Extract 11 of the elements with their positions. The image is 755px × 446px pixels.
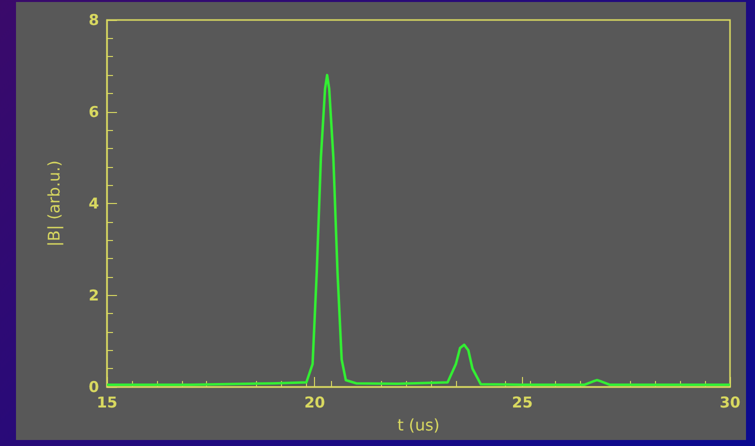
y-tick-label: 8 [88, 11, 99, 29]
x-tick-label: 30 [720, 394, 740, 412]
x-tick-label: 25 [512, 394, 533, 412]
x-tick-label: 15 [96, 394, 118, 412]
y-axis-title: |B| (arb.u.) [44, 160, 64, 247]
y-tick-label: 2 [88, 286, 99, 304]
y-tick-label: 6 [88, 102, 99, 121]
y-tick-label: 4 [88, 194, 99, 212]
x-tick-label: 20 [304, 394, 326, 412]
y-tick-label: 0 [88, 378, 99, 396]
x-axis-title: t (us) [397, 416, 440, 434]
